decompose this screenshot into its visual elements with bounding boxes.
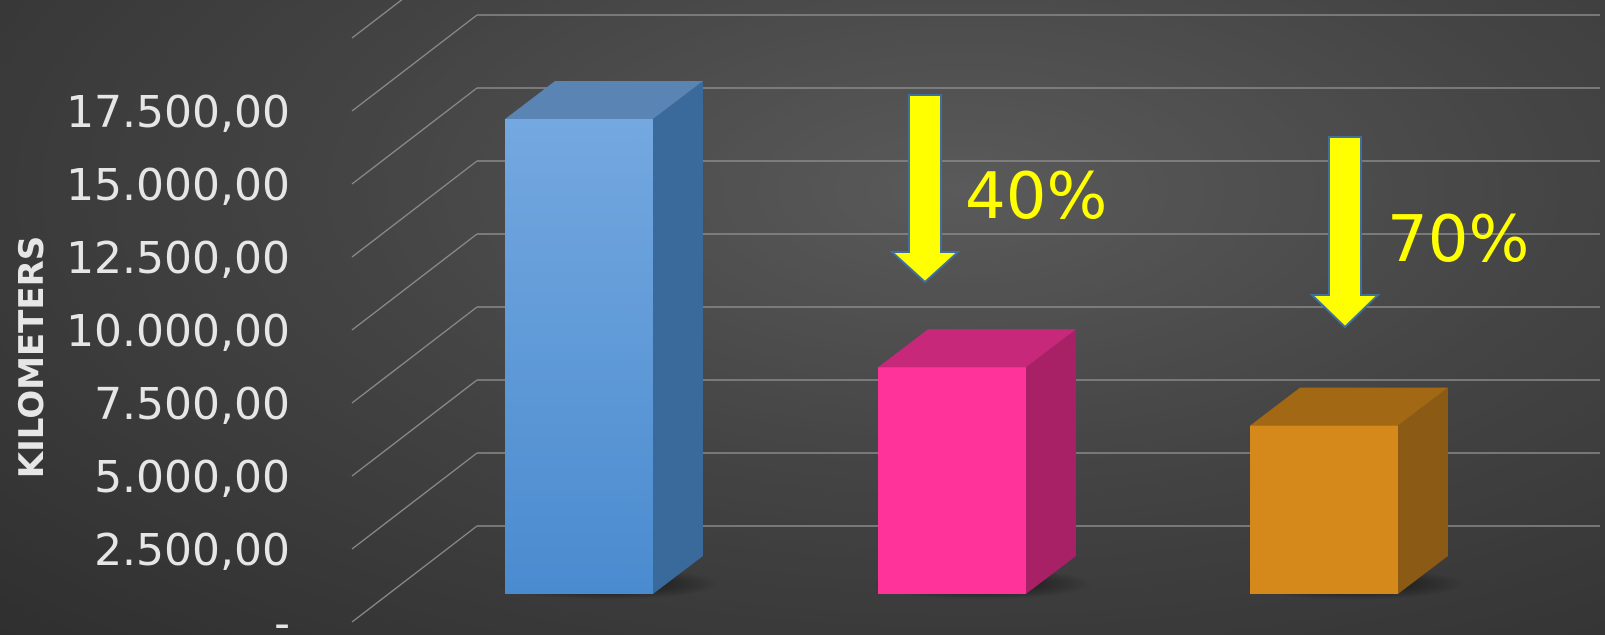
bar — [1243, 387, 1465, 600]
gridline — [351, 0, 403, 39]
y-axis-title: KILOMETERS — [12, 236, 52, 479]
bar — [498, 81, 720, 600]
y-tick-label: 2.500,00 — [94, 525, 290, 576]
y-tick-label: 12.500,00 — [66, 233, 290, 284]
down-arrow-icon — [889, 94, 961, 284]
y-tick-label: 10.000,00 — [66, 306, 290, 357]
y-tick-label: 7.500,00 — [94, 379, 290, 430]
down-arrow-icon — [1309, 136, 1381, 329]
y-tick-label: 5.000,00 — [94, 452, 290, 503]
percent-annotation: 40% — [965, 160, 1107, 234]
bar — [871, 329, 1093, 600]
y-tick-label: 17.500,00 — [66, 87, 290, 138]
percent-annotation: 70% — [1387, 203, 1529, 277]
gridline — [351, 14, 1600, 112]
y-tick-label: 15.000,00 — [66, 160, 290, 211]
y-tick-label: - — [274, 598, 290, 635]
